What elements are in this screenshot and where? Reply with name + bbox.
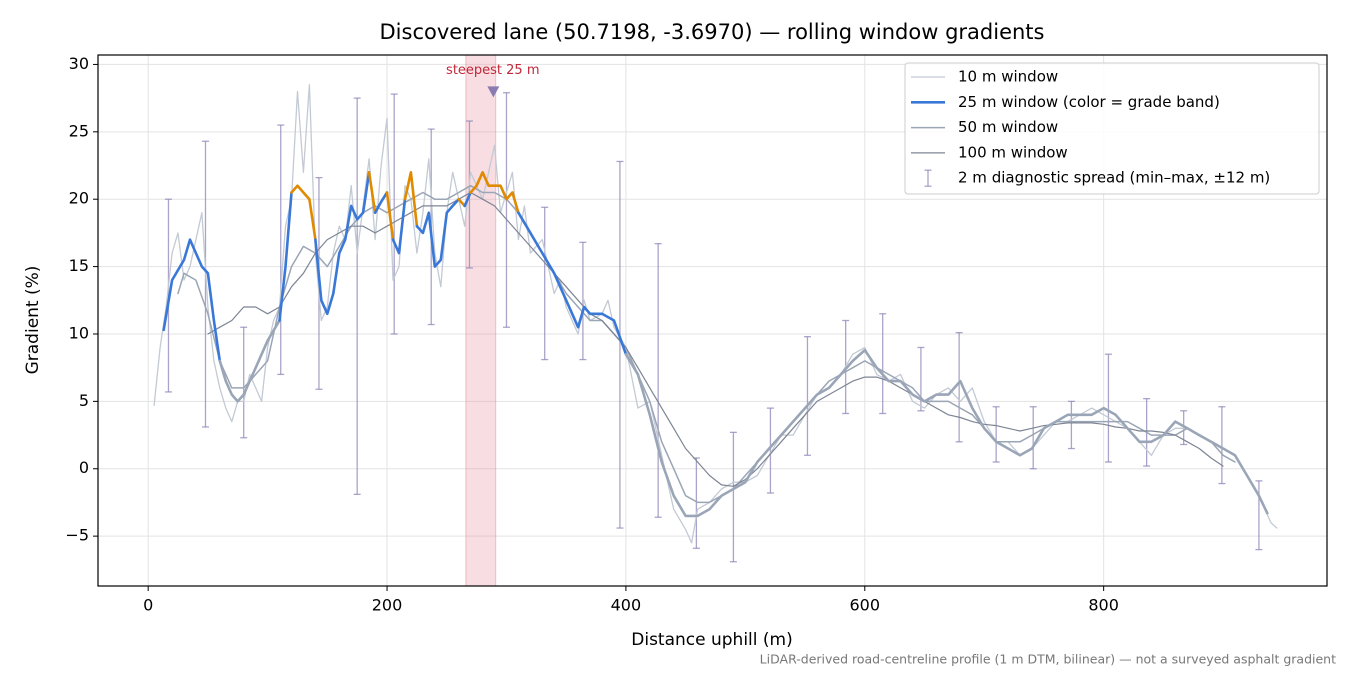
footnote: LiDAR-derived road-centreline profile (1… bbox=[760, 652, 1336, 667]
line-series bbox=[403, 171, 419, 228]
line-series bbox=[469, 171, 520, 214]
line-series bbox=[314, 171, 371, 316]
plot-layer bbox=[98, 55, 1327, 586]
line-series bbox=[624, 348, 1269, 518]
x-tick-label: 400 bbox=[611, 596, 642, 615]
x-tick-label: 0 bbox=[143, 596, 153, 615]
y-tick-label: 5 bbox=[79, 391, 89, 410]
y-axis-label: Gradient (%) bbox=[23, 266, 43, 375]
line-series bbox=[517, 211, 628, 356]
highlight-span bbox=[465, 55, 497, 586]
x-tick-label: 800 bbox=[1088, 596, 1119, 615]
line-series bbox=[373, 191, 389, 214]
y-tick-label: 20 bbox=[69, 189, 89, 208]
legend-label: 10 m window bbox=[958, 68, 1058, 86]
line-series bbox=[457, 197, 466, 208]
y-tick-label: 30 bbox=[69, 54, 89, 73]
line-series bbox=[162, 238, 222, 363]
legend-label: 2 m diagnostic spread (min–max, ±12 m) bbox=[958, 169, 1270, 187]
line-series bbox=[278, 191, 293, 322]
axes-frame bbox=[97, 54, 1328, 587]
chart-title: Discovered lane (50.7198, -3.6970) — rol… bbox=[380, 20, 1045, 44]
line-series bbox=[207, 191, 1224, 487]
steepest-marker bbox=[487, 86, 500, 98]
line-series bbox=[391, 197, 407, 255]
annotation: steepest 25 m bbox=[446, 63, 539, 78]
legend-label: 100 m window bbox=[958, 143, 1068, 161]
y-tick-label: 25 bbox=[69, 121, 89, 140]
y-tick-label: 10 bbox=[69, 323, 89, 342]
x-tick-label: 600 bbox=[850, 596, 881, 615]
x-axis-label: Distance uphill (m) bbox=[631, 630, 792, 650]
line-series bbox=[385, 191, 395, 241]
line-series bbox=[463, 191, 472, 208]
line-series bbox=[367, 171, 377, 214]
x-tick-label: 200 bbox=[372, 596, 403, 615]
y-tick-label: 0 bbox=[79, 458, 89, 477]
legend-label: 50 m window bbox=[958, 118, 1058, 136]
y-tick-label: 15 bbox=[69, 256, 89, 275]
legend: 10 m window 25 m window (color = grade ba… bbox=[904, 62, 1320, 195]
legend-box bbox=[904, 62, 1320, 195]
line-series bbox=[218, 319, 281, 403]
line-series bbox=[290, 184, 317, 241]
y-tick-label: −5 bbox=[65, 526, 89, 545]
legend-label: 25 m window (color = grade band) bbox=[958, 93, 1220, 111]
line-series bbox=[415, 197, 460, 268]
